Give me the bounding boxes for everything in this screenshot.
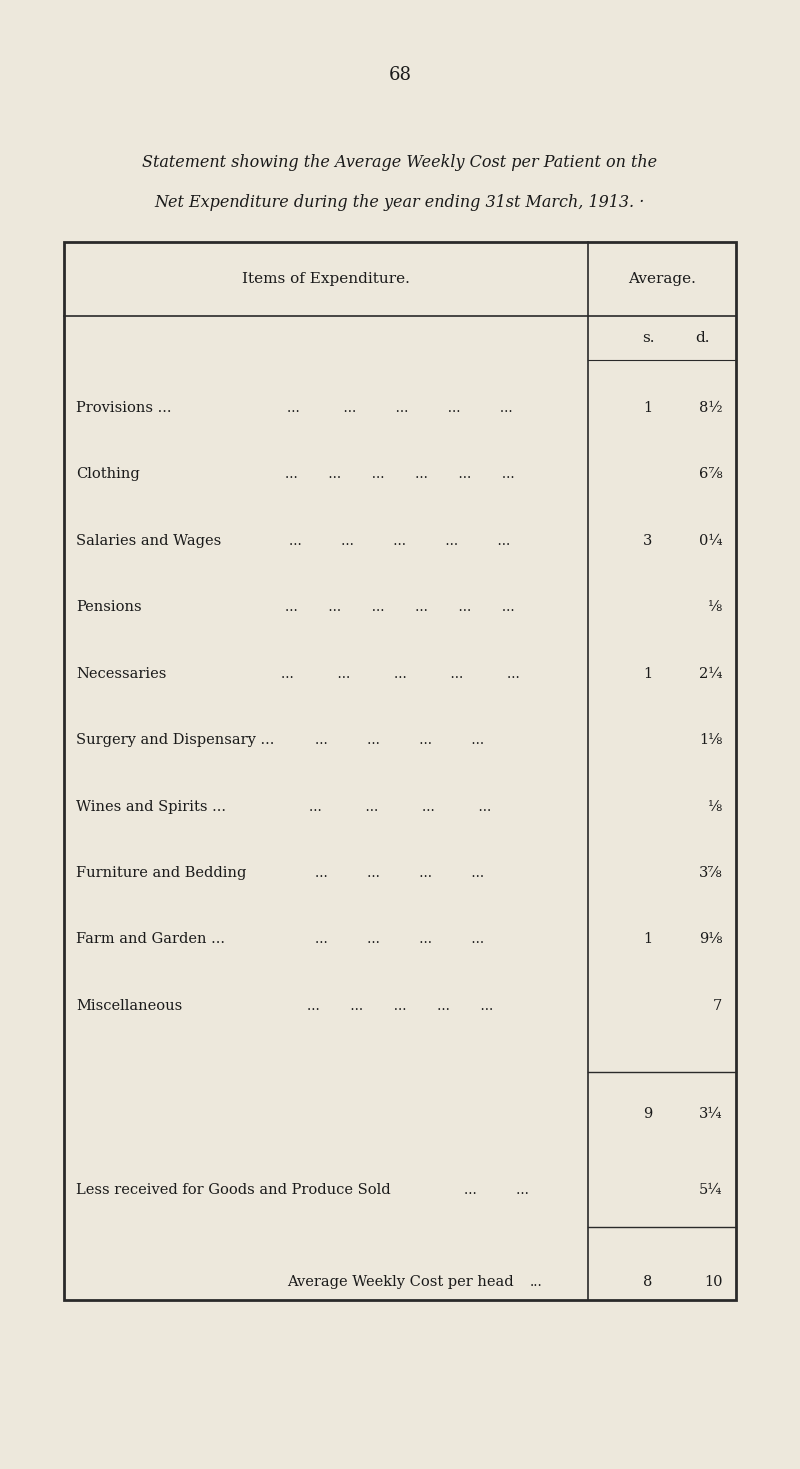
Text: 8½: 8½ [699,401,722,414]
Text: Average Weekly Cost per head: Average Weekly Cost per head [286,1275,514,1290]
Text: 3⅞: 3⅞ [698,867,722,880]
Text: ...          ...          ...          ...: ... ... ... ... [309,799,491,814]
Text: Net Expenditure during the year ending 31st March, 1913. ·: Net Expenditure during the year ending 3… [155,194,645,212]
Text: Statement showing the Average Weekly Cost per Patient on the: Statement showing the Average Weekly Cos… [142,154,658,172]
Text: Pensions: Pensions [76,601,142,614]
Text: 1: 1 [643,667,653,680]
Text: 0¼: 0¼ [699,533,722,548]
Text: 1: 1 [643,933,653,946]
Text: 3: 3 [643,533,653,548]
Text: Wines and Spirits ...: Wines and Spirits ... [76,799,226,814]
Text: 68: 68 [389,66,411,84]
Bar [64,242,736,1300]
Text: 8: 8 [643,1275,653,1290]
Text: ...         ...         ...         ...: ... ... ... ... [315,933,485,946]
Text: ...       ...       ...       ...       ...       ...: ... ... ... ... ... ... [285,601,515,614]
Text: Provisions ...: Provisions ... [76,401,171,414]
Text: ⅛: ⅛ [708,601,722,614]
Text: ...       ...       ...       ...       ...: ... ... ... ... ... [307,999,493,1014]
Text: Clothing: Clothing [76,467,140,482]
Text: 9: 9 [643,1106,653,1121]
Text: ...         ...         ...         ...: ... ... ... ... [315,867,485,880]
Text: Necessaries: Necessaries [76,667,166,680]
Text: 7: 7 [713,999,722,1014]
Text: ⅛: ⅛ [708,799,722,814]
Text: 1: 1 [643,401,653,414]
Text: ...          ...         ...         ...         ...: ... ... ... ... ... [287,401,513,414]
Text: ...          ...          ...          ...          ...: ... ... ... ... ... [281,667,519,680]
Text: ...       ...       ...       ...       ...       ...: ... ... ... ... ... ... [285,467,515,482]
Text: Items of Expenditure.: Items of Expenditure. [242,272,410,286]
Text: 5¼: 5¼ [699,1183,722,1197]
Text: Salaries and Wages: Salaries and Wages [76,533,222,548]
Text: 6⅞: 6⅞ [698,467,722,482]
Text: 10: 10 [704,1275,722,1290]
Text: 3¼: 3¼ [699,1106,722,1121]
Text: Less received for Goods and Produce Sold: Less received for Goods and Produce Sold [76,1183,390,1197]
Text: Surgery and Dispensary ...: Surgery and Dispensary ... [76,733,274,748]
Text: ...         ...: ... ... [463,1183,529,1197]
Text: ...         ...         ...         ...         ...: ... ... ... ... ... [290,533,510,548]
Text: Miscellaneous: Miscellaneous [76,999,182,1014]
Text: Furniture and Bedding: Furniture and Bedding [76,867,246,880]
Text: s.: s. [642,331,654,345]
Text: ...         ...         ...         ...: ... ... ... ... [315,733,485,748]
Text: 9⅛: 9⅛ [699,933,722,946]
Text: 2¼: 2¼ [699,667,722,680]
Text: 1⅛: 1⅛ [699,733,722,748]
Text: d.: d. [695,331,710,345]
Text: ...: ... [530,1275,542,1290]
Text: Average.: Average. [628,272,696,286]
Text: Farm and Garden ...: Farm and Garden ... [76,933,225,946]
